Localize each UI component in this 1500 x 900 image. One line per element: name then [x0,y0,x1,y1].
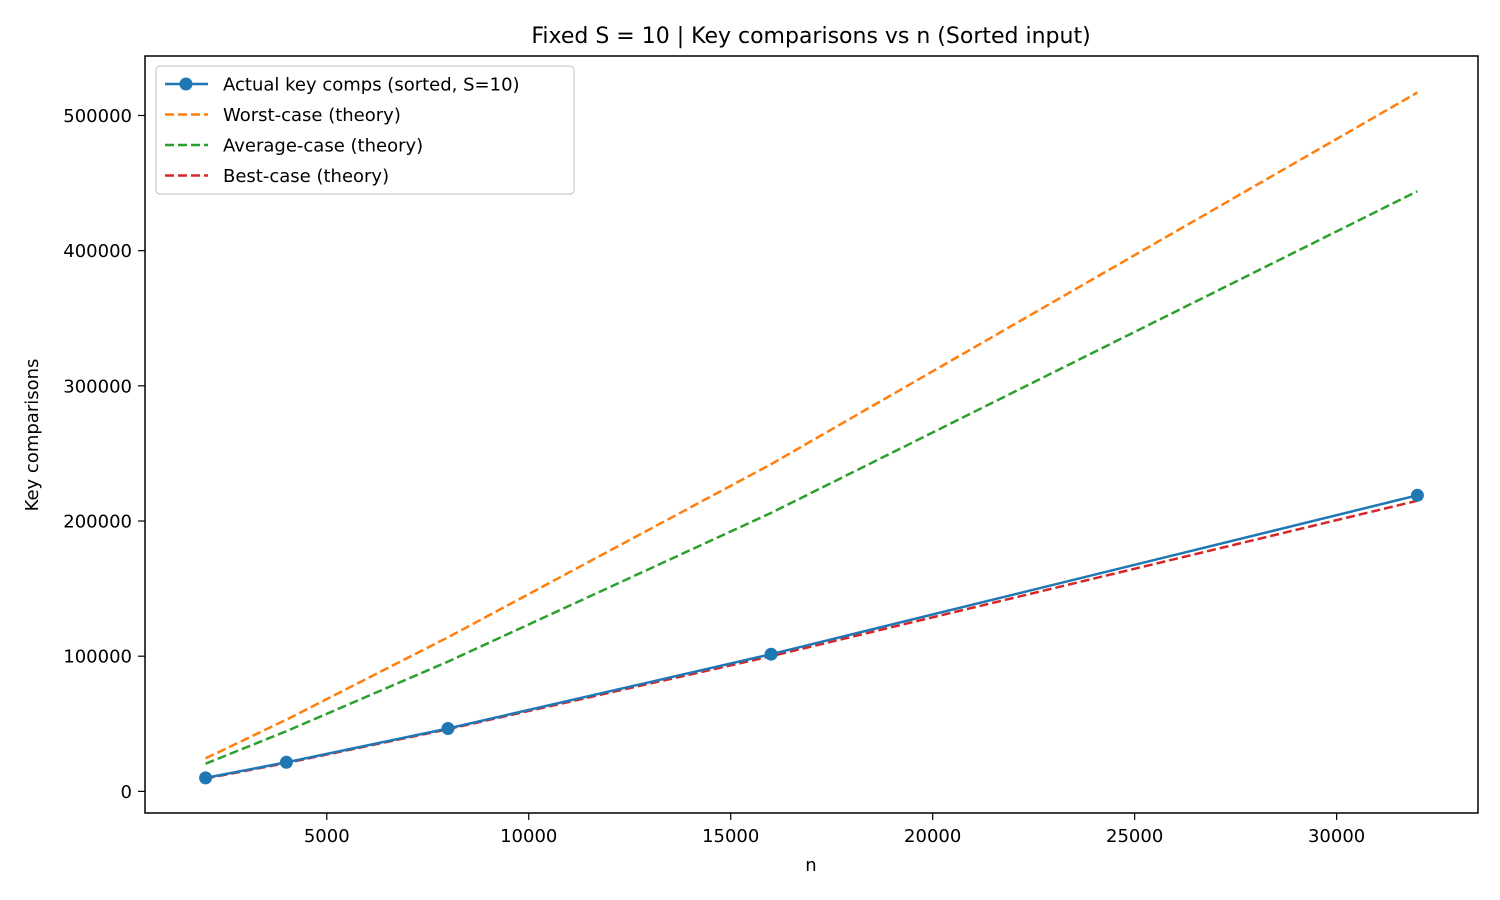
series-line-2 [205,91,1419,760]
y-tick-label: 0 [121,782,132,803]
legend: Actual key comps (sorted, S=10) Worst-cas… [155,65,575,195]
data-point [279,755,293,769]
legend-label: Actual key comps (sorted, S=10) [223,75,520,96]
y-tick-label: 200000 [63,512,132,533]
legend-label: Average-case (theory) [223,136,423,157]
data-point [1410,488,1424,502]
data-point [441,722,455,735]
legend-box [155,65,575,195]
y-axis-label: Key comparisons [22,359,43,512]
y-tick-label: 400000 [63,241,132,262]
x-tick-label: 20000 [904,826,961,847]
y-tick-label: 100000 [63,647,132,668]
plot-frame [144,55,1479,814]
x-tick-label: 15000 [702,826,759,847]
y-tick-label: 300000 [63,376,132,397]
y-tick-label: 500000 [63,106,132,127]
x-tick-label: 25000 [1106,826,1163,847]
legend-marker [179,77,193,91]
data-point [764,647,778,661]
data-point [199,771,213,785]
x-axis-label: n [805,855,816,876]
x-tick-label: 30000 [1308,826,1365,847]
chart-title: Fixed S = 10 | Key comparisons vs n (Sor… [531,24,1090,49]
series-line-3 [205,190,1418,765]
x-tick-label: 10000 [500,826,557,847]
x-tick-label: 5000 [304,826,350,847]
legend-label: Worst-case (theory) [223,105,401,126]
legend-label: Best-case (theory) [223,166,389,187]
